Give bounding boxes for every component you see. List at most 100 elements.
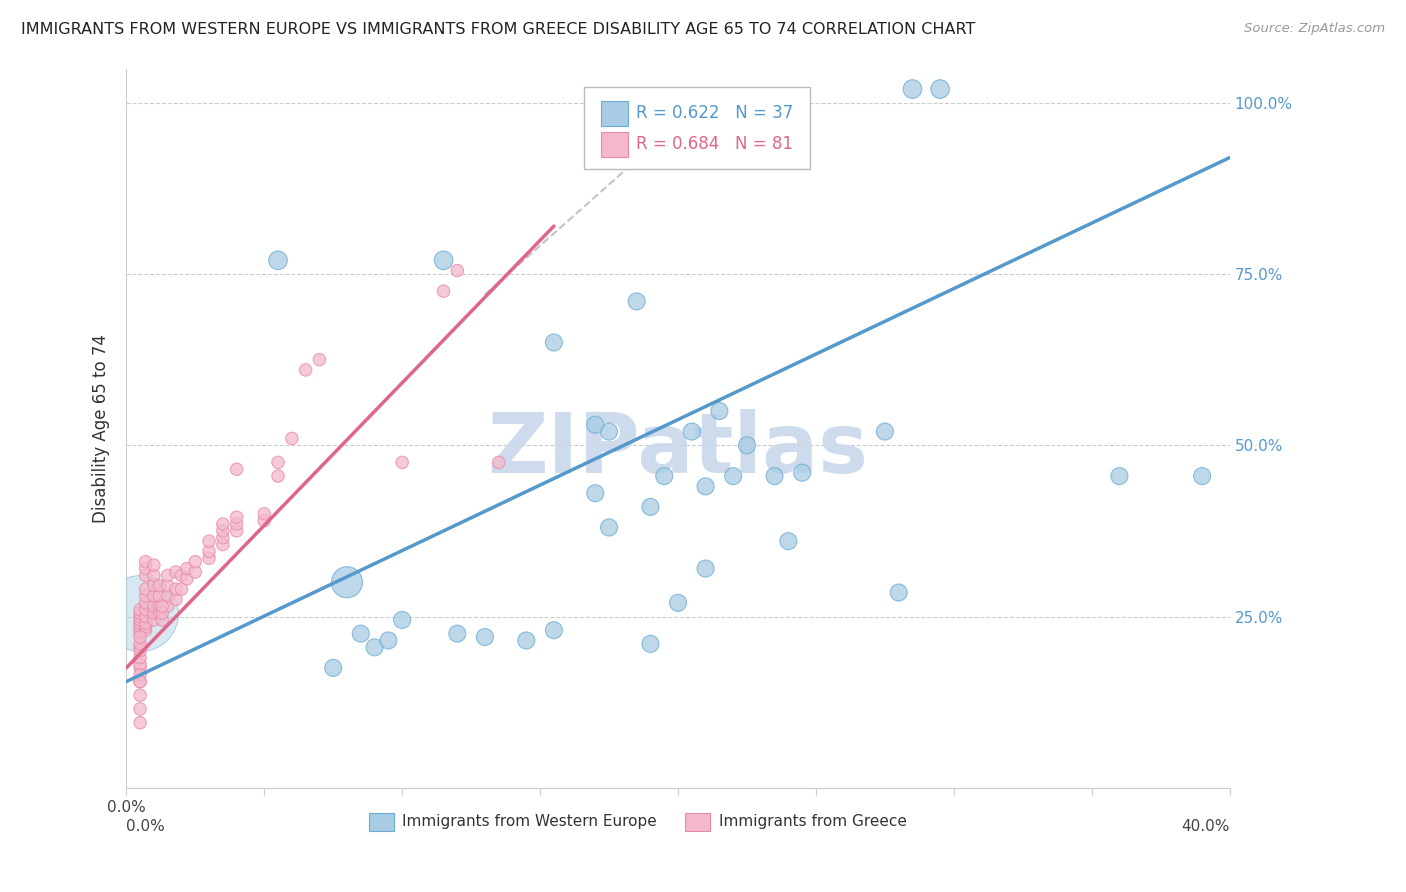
Point: [176, 561, 198, 575]
Point: [640, 500, 662, 514]
FancyBboxPatch shape: [600, 132, 628, 157]
Point: [391, 455, 413, 469]
Point: [198, 551, 221, 566]
Point: [129, 602, 152, 616]
Point: [929, 82, 952, 96]
Point: [176, 572, 198, 586]
Point: [135, 555, 157, 569]
Point: [681, 425, 703, 439]
Point: [267, 469, 290, 483]
Point: [129, 661, 152, 675]
Point: [129, 637, 152, 651]
Point: [225, 462, 247, 476]
Point: [129, 674, 152, 689]
Point: [1191, 469, 1213, 483]
Point: [1108, 469, 1130, 483]
Point: [142, 568, 165, 582]
Point: [446, 626, 468, 640]
Point: [887, 585, 910, 599]
Point: [873, 425, 896, 439]
Point: [253, 514, 276, 528]
Point: [129, 640, 152, 655]
Point: [652, 469, 675, 483]
Point: [391, 613, 413, 627]
Point: [322, 661, 344, 675]
Point: [142, 579, 165, 593]
Point: [150, 613, 173, 627]
Point: [129, 626, 152, 640]
Point: [148, 599, 170, 614]
Point: [583, 417, 606, 432]
Point: [543, 624, 565, 638]
FancyBboxPatch shape: [585, 87, 810, 169]
Point: [598, 425, 620, 439]
Point: [198, 544, 221, 558]
Point: [156, 589, 179, 603]
Point: [129, 616, 152, 631]
Point: [267, 455, 290, 469]
Point: [150, 599, 173, 614]
Point: [129, 715, 152, 730]
Point: [778, 534, 800, 549]
Point: [583, 486, 606, 500]
Point: [129, 667, 152, 681]
Y-axis label: Disability Age 65 to 74: Disability Age 65 to 74: [93, 334, 110, 523]
Point: [135, 561, 157, 575]
Point: [142, 558, 165, 573]
Point: [129, 606, 152, 620]
Point: [156, 568, 179, 582]
Point: [598, 520, 620, 534]
Point: [212, 531, 235, 545]
Text: IMMIGRANTS FROM WESTERN EUROPE VS IMMIGRANTS FROM GREECE DISABILITY AGE 65 TO 74: IMMIGRANTS FROM WESTERN EUROPE VS IMMIGR…: [21, 22, 976, 37]
Point: [135, 609, 157, 624]
Point: [129, 702, 152, 716]
FancyBboxPatch shape: [600, 101, 628, 126]
Point: [165, 565, 187, 579]
Point: [198, 534, 221, 549]
Point: [446, 263, 468, 277]
Point: [135, 582, 157, 596]
Point: [129, 624, 152, 638]
Point: [474, 630, 496, 644]
Point: [135, 616, 157, 631]
Point: [666, 596, 689, 610]
Point: [129, 613, 152, 627]
Point: [695, 479, 717, 493]
Point: [432, 284, 454, 298]
Point: [129, 688, 152, 702]
Point: [281, 431, 304, 445]
Point: [165, 592, 187, 607]
Point: [170, 582, 193, 596]
Point: [142, 599, 165, 614]
Point: [543, 335, 565, 350]
Point: [129, 630, 152, 644]
Point: [735, 438, 758, 452]
Point: [135, 568, 157, 582]
Point: [135, 596, 157, 610]
Point: [156, 599, 179, 614]
Point: [308, 352, 330, 367]
Point: [129, 674, 152, 689]
Point: [721, 469, 744, 483]
Point: [129, 650, 152, 665]
Point: [763, 469, 786, 483]
Point: [432, 253, 454, 268]
Point: [225, 510, 247, 524]
Text: ZIPatlas: ZIPatlas: [488, 409, 869, 491]
Point: [212, 524, 235, 538]
Point: [695, 561, 717, 575]
Text: Immigrants from Western Europe: Immigrants from Western Europe: [402, 814, 657, 830]
Point: [336, 575, 359, 590]
Point: [350, 626, 373, 640]
Point: [640, 637, 662, 651]
Point: [165, 582, 187, 596]
Point: [148, 589, 170, 603]
Point: [901, 82, 924, 96]
Point: [253, 507, 276, 521]
Point: [129, 606, 152, 620]
Point: [135, 620, 157, 634]
Point: [488, 455, 510, 469]
Point: [363, 640, 385, 655]
Point: [135, 589, 157, 603]
Point: [170, 568, 193, 582]
